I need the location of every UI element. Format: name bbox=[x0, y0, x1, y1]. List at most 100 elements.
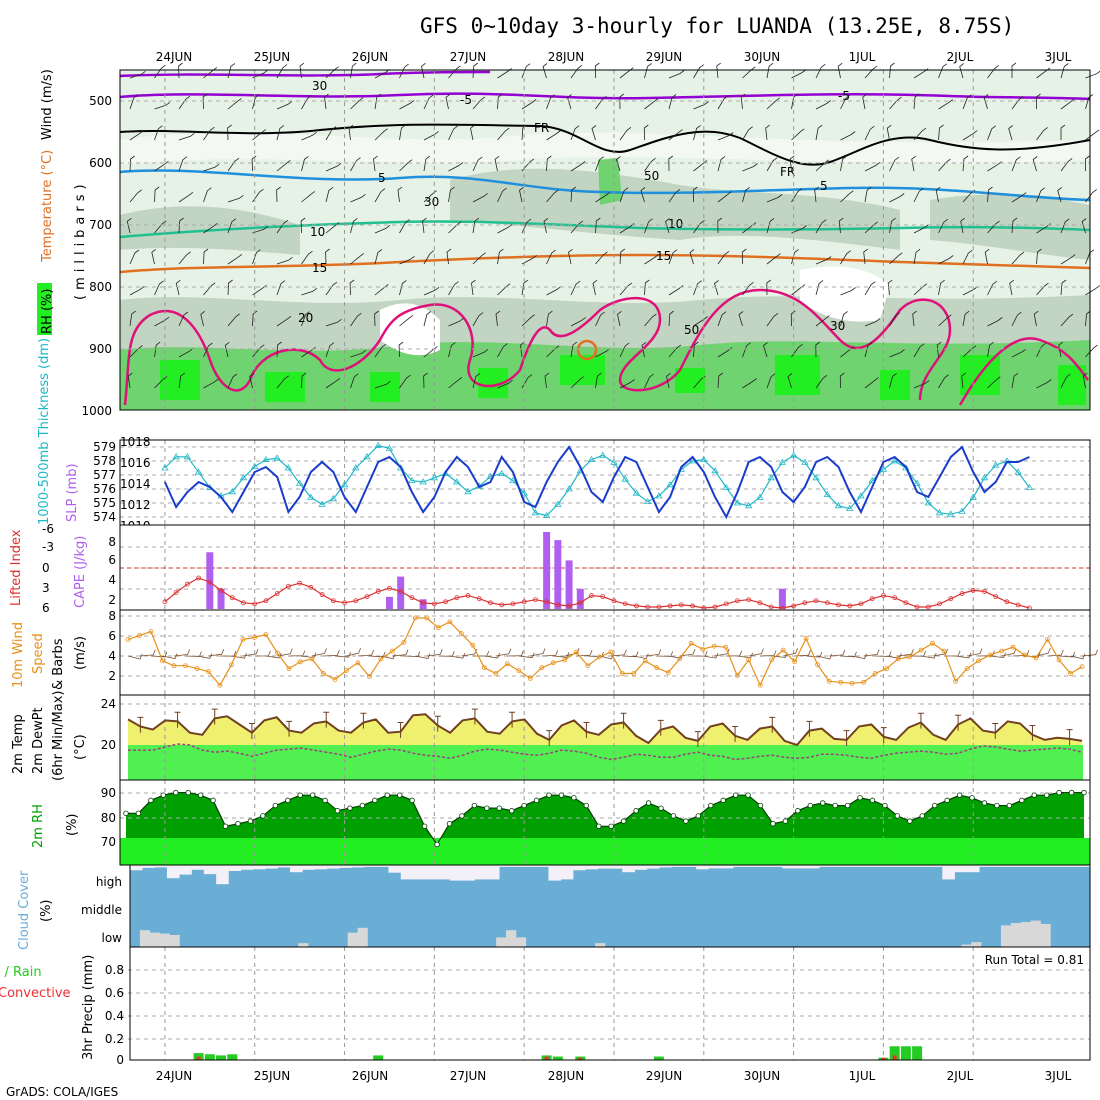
thickness-marker bbox=[991, 461, 1000, 468]
thickness-marker bbox=[812, 474, 820, 481]
wind-barb-10m bbox=[518, 652, 535, 659]
precip-conv-bar bbox=[544, 1056, 549, 1060]
cloud-high-gap bbox=[979, 865, 992, 867]
wind-speed-marker bbox=[562, 657, 568, 663]
wind-barb bbox=[227, 253, 243, 265]
wind-barb bbox=[252, 129, 267, 141]
thickness-tick: 574 bbox=[93, 510, 116, 524]
wind-barb bbox=[227, 124, 232, 141]
li-marker bbox=[1004, 599, 1010, 605]
cloud-high-gap bbox=[474, 865, 488, 880]
rh-legend-label: RH (%) bbox=[40, 289, 55, 334]
wind-barb bbox=[766, 97, 781, 110]
grid-wind bbox=[120, 610, 1090, 695]
thickness-marker bbox=[980, 474, 989, 481]
wind-barb bbox=[252, 310, 258, 327]
temp-minmax-bar bbox=[397, 721, 404, 738]
wind-barb bbox=[350, 62, 357, 79]
cloud-panel: high middle low Cloud Cover (%) bbox=[17, 864, 1091, 950]
wind-label-b: Speed bbox=[31, 633, 46, 674]
rh2m-marker bbox=[197, 792, 204, 798]
cloud-high-gap bbox=[720, 865, 734, 869]
rh2m-marker bbox=[857, 795, 863, 801]
rh2m-marker bbox=[994, 802, 1000, 809]
wind-barb-10m bbox=[323, 650, 340, 657]
contour-label: 15 bbox=[312, 261, 327, 275]
wind-barb bbox=[373, 155, 378, 172]
wind-barb bbox=[472, 348, 489, 358]
wind-barb bbox=[252, 94, 260, 110]
precip-bars bbox=[193, 1046, 923, 1060]
li-marker bbox=[443, 599, 448, 605]
thickness-marker bbox=[666, 481, 674, 488]
thickness-marker bbox=[172, 453, 180, 460]
thickness-marker bbox=[374, 441, 382, 448]
wind-barb-10m bbox=[921, 653, 937, 659]
wind-barb bbox=[154, 220, 167, 234]
wind-barb bbox=[889, 193, 905, 203]
thickness-marker bbox=[486, 472, 495, 479]
thickness-marker bbox=[857, 492, 865, 499]
cloud-high-gap bbox=[523, 865, 537, 867]
wind-speed-marker bbox=[481, 665, 487, 671]
wind-barb bbox=[717, 156, 726, 172]
wind-barb bbox=[350, 97, 364, 110]
rh2m-marker bbox=[521, 802, 527, 809]
cloud-high-gap bbox=[794, 865, 808, 869]
rh2m-marker bbox=[820, 800, 826, 806]
cloud-high-gap bbox=[130, 865, 143, 871]
thickness-marker bbox=[711, 467, 719, 474]
wind-barb bbox=[717, 250, 730, 265]
wind-barb bbox=[227, 218, 237, 234]
wind-barb-10m bbox=[955, 652, 972, 659]
date-label-bottom: 28JUN bbox=[548, 1069, 585, 1083]
rh2m-marker bbox=[745, 792, 751, 798]
wind-barb bbox=[276, 100, 293, 110]
cloud-label: Cloud Cover bbox=[17, 870, 32, 950]
thickness-marker bbox=[801, 458, 809, 465]
temp-minmax-bar bbox=[843, 730, 850, 747]
thickness-marker bbox=[385, 444, 394, 451]
wind-barb bbox=[815, 341, 821, 358]
cloud-high-gap bbox=[868, 865, 882, 867]
thickness-marker bbox=[913, 479, 921, 486]
wind-barb bbox=[448, 125, 458, 141]
wind-barb bbox=[889, 252, 903, 265]
wind-barb bbox=[962, 94, 972, 110]
wind-barb bbox=[837, 62, 843, 79]
wind-barb bbox=[1011, 217, 1018, 234]
slp-tick: 1016 bbox=[120, 456, 151, 470]
temp-minmax-bar bbox=[248, 722, 255, 739]
wind-barb bbox=[325, 342, 335, 358]
thickness-marker bbox=[958, 507, 966, 514]
cloud-high-gap bbox=[671, 865, 685, 867]
rh2m-marker bbox=[708, 802, 714, 809]
wind-barb bbox=[1085, 129, 1100, 141]
wind-barb bbox=[325, 248, 330, 265]
wind-label-unit: (m/s) bbox=[73, 636, 88, 670]
contour-label: 30 bbox=[312, 79, 327, 93]
wind-speed-marker bbox=[447, 619, 453, 625]
wind-barb bbox=[178, 156, 188, 172]
wind-barb bbox=[521, 314, 535, 327]
wind-barb bbox=[717, 217, 723, 234]
cloud-high-gap bbox=[388, 865, 402, 873]
cloud-high-gap bbox=[166, 865, 180, 879]
wind-barb bbox=[399, 315, 414, 327]
li-marker bbox=[656, 604, 662, 610]
wind-barb bbox=[448, 377, 463, 389]
thickness-marker bbox=[554, 500, 562, 507]
slp-tick: 1012 bbox=[120, 498, 151, 512]
wind-speed-marker bbox=[183, 663, 188, 669]
wind-barb bbox=[1085, 189, 1097, 203]
cloud-low-bar bbox=[506, 930, 517, 947]
rh2m-marker bbox=[633, 808, 639, 814]
precip-tick: 0.2 bbox=[105, 1032, 124, 1046]
wind-barb bbox=[1036, 127, 1048, 141]
wind-barb bbox=[1060, 313, 1074, 327]
pressure-tick: 700 bbox=[89, 218, 112, 232]
pressure-tick: 600 bbox=[89, 156, 112, 170]
wind-barb bbox=[1008, 125, 1013, 141]
contour-label: 10 bbox=[310, 225, 325, 239]
thickness-marker bbox=[307, 493, 315, 500]
